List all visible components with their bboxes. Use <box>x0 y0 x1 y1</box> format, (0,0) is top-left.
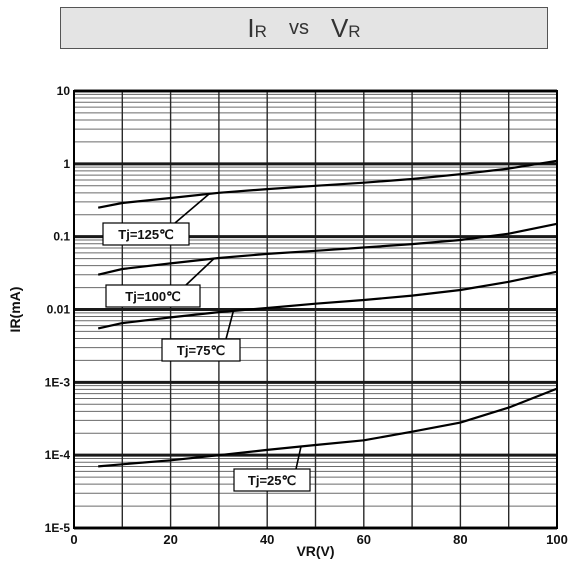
annotations: Tj=125℃ Tj=100℃ Tj=75℃ Tj=25℃ <box>102 193 311 492</box>
x-tick-label: 40 <box>260 532 274 547</box>
y-tick-label: 1E-4 <box>45 448 71 462</box>
x-tick-label: 60 <box>357 532 371 547</box>
callout-leader <box>185 257 215 286</box>
callout-label: Tj=125℃ <box>118 227 173 242</box>
y-tick-label: 0.01 <box>47 303 71 317</box>
callout-leader <box>174 193 210 224</box>
x-axis-label: VR(V) <box>296 543 334 559</box>
y-tick-label: 1 <box>63 157 70 171</box>
title-vr-main: V <box>330 12 349 43</box>
series-line-3 <box>97 270 558 330</box>
callout-box <box>161 338 241 362</box>
y-tick-label: 0.1 <box>53 230 70 244</box>
x-tick-labels: 0 20 40 60 80 100 <box>70 532 567 547</box>
series-group <box>97 159 558 468</box>
series-line-4 <box>98 387 558 468</box>
series-line-2 <box>97 222 558 276</box>
title-ir-sub: R <box>254 21 267 41</box>
title-vr-sub: R <box>348 21 361 41</box>
chart-title: IR vs VR <box>60 7 548 49</box>
y-tick-label: 1E-5 <box>45 521 71 535</box>
callout-label: Tj=75℃ <box>177 343 225 358</box>
title-ir-main: I <box>247 12 255 43</box>
y-tick-label: 10 <box>57 84 71 98</box>
callout-box <box>105 284 201 308</box>
callout-box <box>233 468 311 492</box>
title-vs: vs <box>288 16 309 39</box>
x-tick-label: 100 <box>546 532 568 547</box>
callout-label: Tj=100℃ <box>125 289 180 304</box>
x-tick-label: 20 <box>163 532 177 547</box>
title-ir: IR <box>247 13 267 44</box>
series-line-1 <box>97 159 558 209</box>
x-tick-label: 0 <box>70 532 77 547</box>
y-axis-label: IR(mA) <box>7 287 23 333</box>
callout-leader <box>225 310 235 340</box>
callout-leader <box>295 446 302 470</box>
callout-label: Tj=25℃ <box>248 473 296 488</box>
title-vr: VR <box>331 13 361 44</box>
callout-box <box>102 222 190 246</box>
x-tick-label: 80 <box>453 532 467 547</box>
plot-frame <box>73 90 558 529</box>
y-tick-label: 1E-3 <box>45 375 71 389</box>
y-tick-labels: 10 1 0.1 0.01 1E-3 1E-4 1E-5 <box>45 84 71 535</box>
